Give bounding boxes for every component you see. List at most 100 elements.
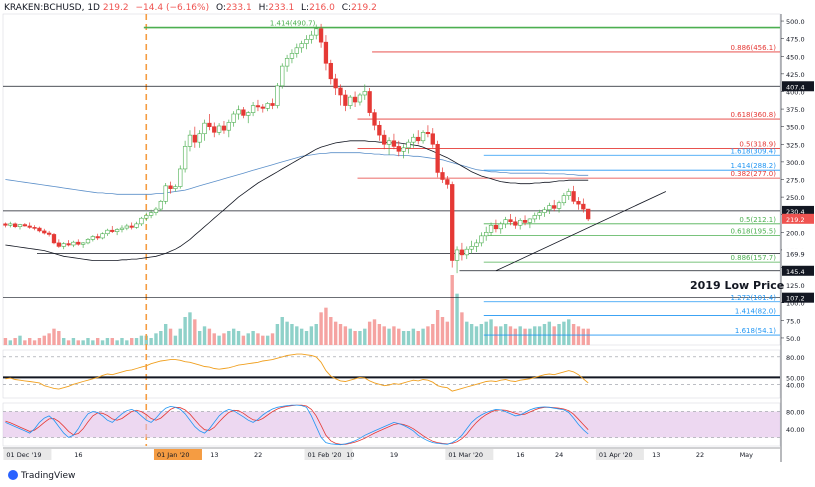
candle-body — [90, 236, 95, 240]
volume-bar — [110, 338, 114, 345]
candle-body — [411, 136, 416, 143]
candle-body — [425, 132, 431, 135]
candle-body — [503, 219, 508, 225]
candle-body — [391, 140, 397, 147]
tradingview-branding[interactable]: TradingView — [8, 470, 75, 481]
candle-body — [32, 227, 37, 229]
date-tick-label: 01 Dec '19 — [6, 451, 41, 459]
candle-body — [479, 235, 484, 244]
date-label-box — [445, 449, 494, 460]
volume-bar — [261, 335, 265, 345]
volume-bar — [324, 307, 328, 345]
fib-level-label: 0.886(157.7) — [730, 254, 776, 262]
price-tick-label: 300.0 — [786, 159, 805, 167]
candle-body — [382, 134, 387, 145]
volume-bar — [319, 312, 323, 345]
volume-bar — [542, 324, 547, 345]
volume-bar — [251, 331, 255, 345]
candle-body — [207, 122, 212, 127]
volume-bar — [129, 338, 134, 345]
price-tick-label: 425.0 — [786, 71, 805, 79]
price-tick-label: 200.0 — [786, 229, 805, 237]
volume-bar — [552, 326, 556, 345]
volume-bar — [469, 324, 474, 345]
volume-bar — [18, 335, 22, 345]
volume-bar — [455, 293, 459, 345]
candle-body — [430, 133, 435, 145]
candle-body — [85, 239, 91, 244]
candle-body — [51, 234, 57, 244]
candle-body — [586, 208, 591, 220]
volume-bar — [28, 338, 32, 345]
fib-level-label: 0.618(360.8) — [730, 111, 776, 119]
volume-bar — [227, 331, 231, 345]
price-marker-box — [782, 292, 814, 303]
candle-body — [362, 91, 367, 96]
candle-body — [42, 230, 47, 234]
candle-body — [202, 122, 207, 135]
candle-body — [187, 134, 193, 147]
candle-body — [246, 112, 251, 116]
candle-body — [134, 223, 139, 228]
candle-body — [420, 132, 426, 142]
candle-body — [401, 147, 406, 152]
date-label-box — [595, 449, 644, 460]
volume-bar — [47, 333, 51, 345]
date-tick-label: 16 — [516, 451, 524, 459]
volume-bar — [435, 310, 440, 345]
candle-body — [440, 172, 445, 180]
candle-body — [571, 191, 576, 202]
candle-body — [552, 205, 557, 209]
price-tick-label: 500.0 — [786, 18, 805, 26]
candle-body — [148, 212, 154, 216]
candle-body — [236, 109, 241, 115]
price-marker-box — [782, 205, 814, 216]
volume-bar — [188, 312, 192, 345]
high-value: 233.1 — [268, 3, 295, 13]
date-tick-label: 13 — [210, 451, 218, 459]
price-marker-box — [782, 265, 814, 276]
volume-bar — [377, 324, 382, 345]
volume-bar — [86, 338, 90, 345]
moving-average-blue — [5, 152, 589, 195]
candle-body — [192, 134, 197, 143]
volume-bar — [71, 338, 76, 345]
date-tick-label: 01 Apr '20 — [599, 451, 633, 459]
volume-bar — [382, 326, 386, 345]
ascending-trendline — [495, 191, 667, 272]
volume-bar — [95, 338, 100, 345]
candle-body — [66, 243, 71, 246]
candle-body — [241, 109, 246, 116]
candle-body — [318, 28, 324, 43]
volume-bar — [562, 321, 566, 345]
candle-body — [255, 105, 261, 108]
close-value: 219.2 — [351, 3, 377, 13]
volume-bar — [406, 331, 411, 345]
date-tick-label: 24 — [555, 451, 563, 459]
fib-level-label: 0.5(318.9) — [739, 141, 776, 149]
candle-body — [454, 249, 460, 261]
price-tick-label: 250.0 — [786, 194, 805, 202]
price-tick-label: 100.0 — [786, 300, 805, 308]
volume-bar — [440, 317, 445, 345]
volume-bar — [91, 340, 95, 345]
volume-bar — [392, 326, 396, 345]
candle-body — [216, 125, 222, 133]
price-tick-label: 350.0 — [786, 124, 805, 132]
candle-body — [129, 225, 134, 228]
candle-body — [488, 224, 494, 233]
candle-body — [435, 143, 440, 173]
fib-level-label: 0.618(195.5) — [730, 227, 776, 235]
volume-bar — [445, 321, 450, 345]
date-tick-label: May — [740, 451, 754, 459]
candle-body — [459, 249, 465, 256]
volume-bar — [499, 326, 503, 345]
open-value: 233.1 — [225, 3, 252, 13]
rsi-panel — [2, 349, 781, 399]
fib-level-label: 0.886(456.1) — [730, 44, 776, 52]
candle-body — [352, 96, 358, 103]
volume-bar — [275, 324, 280, 345]
candle-body — [377, 124, 382, 136]
candle-body — [386, 140, 392, 145]
